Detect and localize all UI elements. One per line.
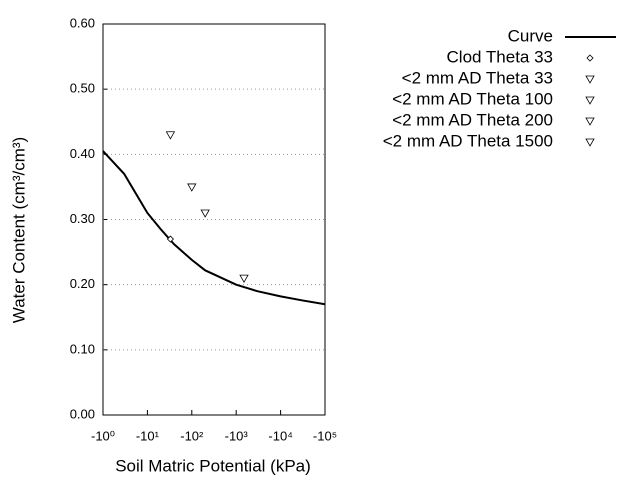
diamond-marker — [166, 235, 174, 243]
triangle-marker — [200, 209, 210, 218]
y-tick-label: 0.30 — [70, 211, 95, 226]
legend-label: <2 mm AD Theta 200 — [392, 110, 553, 129]
y-axis-label: Water Content (cm³/cm³) — [9, 137, 28, 323]
legend-label: <2 mm AD Theta 1500 — [383, 131, 553, 150]
triangle-marker — [585, 75, 595, 84]
y-tick-label: 0.40 — [70, 146, 95, 161]
diamond-marker — [586, 54, 594, 62]
x-axis-label: Soil Matric Potential (kPa) — [115, 456, 311, 475]
legend-label: Curve — [508, 26, 553, 45]
y-tick-label: 0.00 — [70, 406, 95, 421]
triangle-marker — [165, 131, 176, 140]
triangle-marker — [239, 274, 249, 283]
triangle-marker — [187, 183, 197, 192]
y-tick-label: 0.10 — [70, 341, 95, 356]
legend-label: <2 mm AD Theta 33 — [402, 68, 553, 87]
x-tick-label: -10⁰ — [91, 428, 115, 443]
y-tick-label: 0.50 — [70, 81, 95, 96]
x-tick-label: -10⁴ — [268, 428, 292, 443]
x-tick-label: -10³ — [225, 428, 249, 443]
triangle-marker — [585, 96, 595, 105]
legend-label: <2 mm AD Theta 100 — [392, 89, 553, 108]
plot-frame — [102, 23, 326, 416]
y-tick-label: 0.20 — [70, 276, 95, 291]
triangle-marker — [585, 117, 595, 126]
x-tick-label: -10¹ — [136, 428, 160, 443]
triangle-marker — [585, 138, 595, 147]
x-tick-label: -10² — [180, 428, 204, 443]
curve — [102, 150, 326, 306]
x-tick-label: -10⁵ — [313, 428, 337, 443]
legend-label: Clod Theta 33 — [447, 47, 553, 66]
y-tick-label: 0.60 — [70, 15, 95, 30]
